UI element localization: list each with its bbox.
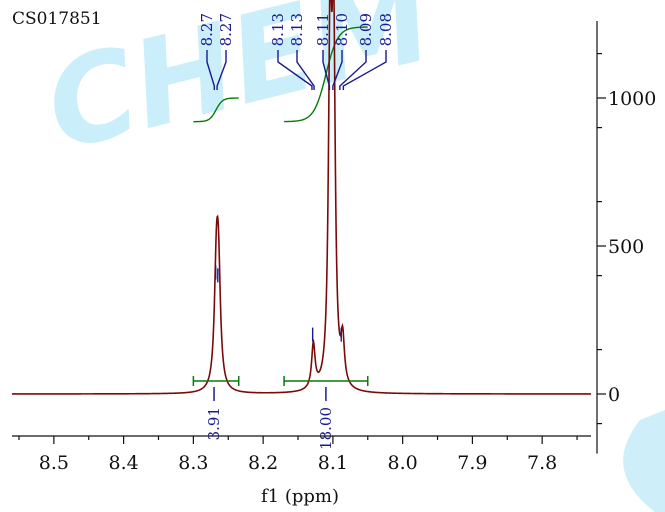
peak-leader-line <box>322 50 331 90</box>
integral-curve <box>193 97 239 123</box>
x-tick-label: 8.4 <box>109 452 139 474</box>
y-axis: 0 500 1000 <box>596 21 656 454</box>
peak-label: 8.11 <box>314 13 332 46</box>
x-tick-label: 8.5 <box>39 452 69 474</box>
peak-label: 8.27 <box>217 13 235 46</box>
integral-value-label: 18.00 <box>317 407 335 450</box>
peak-label: 8.13 <box>288 13 306 46</box>
y-tick-label: 1000 <box>608 88 656 110</box>
peak-label: 8.09 <box>357 13 375 46</box>
peak-leader-line <box>339 50 367 90</box>
peak-label: 8.10 <box>333 13 351 46</box>
peak-labels: 8.27 8.27 8.13 8.13 8.11 8.10 8.09 8.08 <box>198 13 395 342</box>
peak-label: 8.27 <box>198 13 216 46</box>
peak-leader-line <box>206 50 216 90</box>
peak-label: 8.08 <box>377 13 395 46</box>
integrals: 3.91 18.00 <box>192 376 369 450</box>
x-axis-title: f1 (ppm) <box>261 486 339 507</box>
x-tick-label: 8.3 <box>178 452 208 474</box>
x-axis: 8.5 8.4 8.3 8.2 8.1 8.0 7.9 7.8 <box>12 435 591 474</box>
peak-leader-line <box>332 50 343 90</box>
x-tick-label: 7.9 <box>457 452 487 474</box>
x-tick-label: 8.1 <box>318 452 348 474</box>
peak-leader-line <box>216 50 227 90</box>
spectrum-line <box>12 0 591 395</box>
peak-label: 8.13 <box>269 13 287 46</box>
peak-leader-line <box>277 50 313 90</box>
x-tick-label: 8.2 <box>248 452 278 474</box>
y-tick-label: 500 <box>608 236 644 258</box>
peak-leader-line <box>342 50 387 90</box>
peak-leader-line <box>296 50 315 90</box>
integral-value-label: 3.91 <box>205 407 223 440</box>
watermark-fragment <box>623 410 665 512</box>
x-tick-label: 7.8 <box>527 452 557 474</box>
y-tick-label: 0 <box>608 384 620 406</box>
sample-id-label: CS017851 <box>12 9 102 29</box>
x-tick-label: 8.0 <box>388 452 418 474</box>
